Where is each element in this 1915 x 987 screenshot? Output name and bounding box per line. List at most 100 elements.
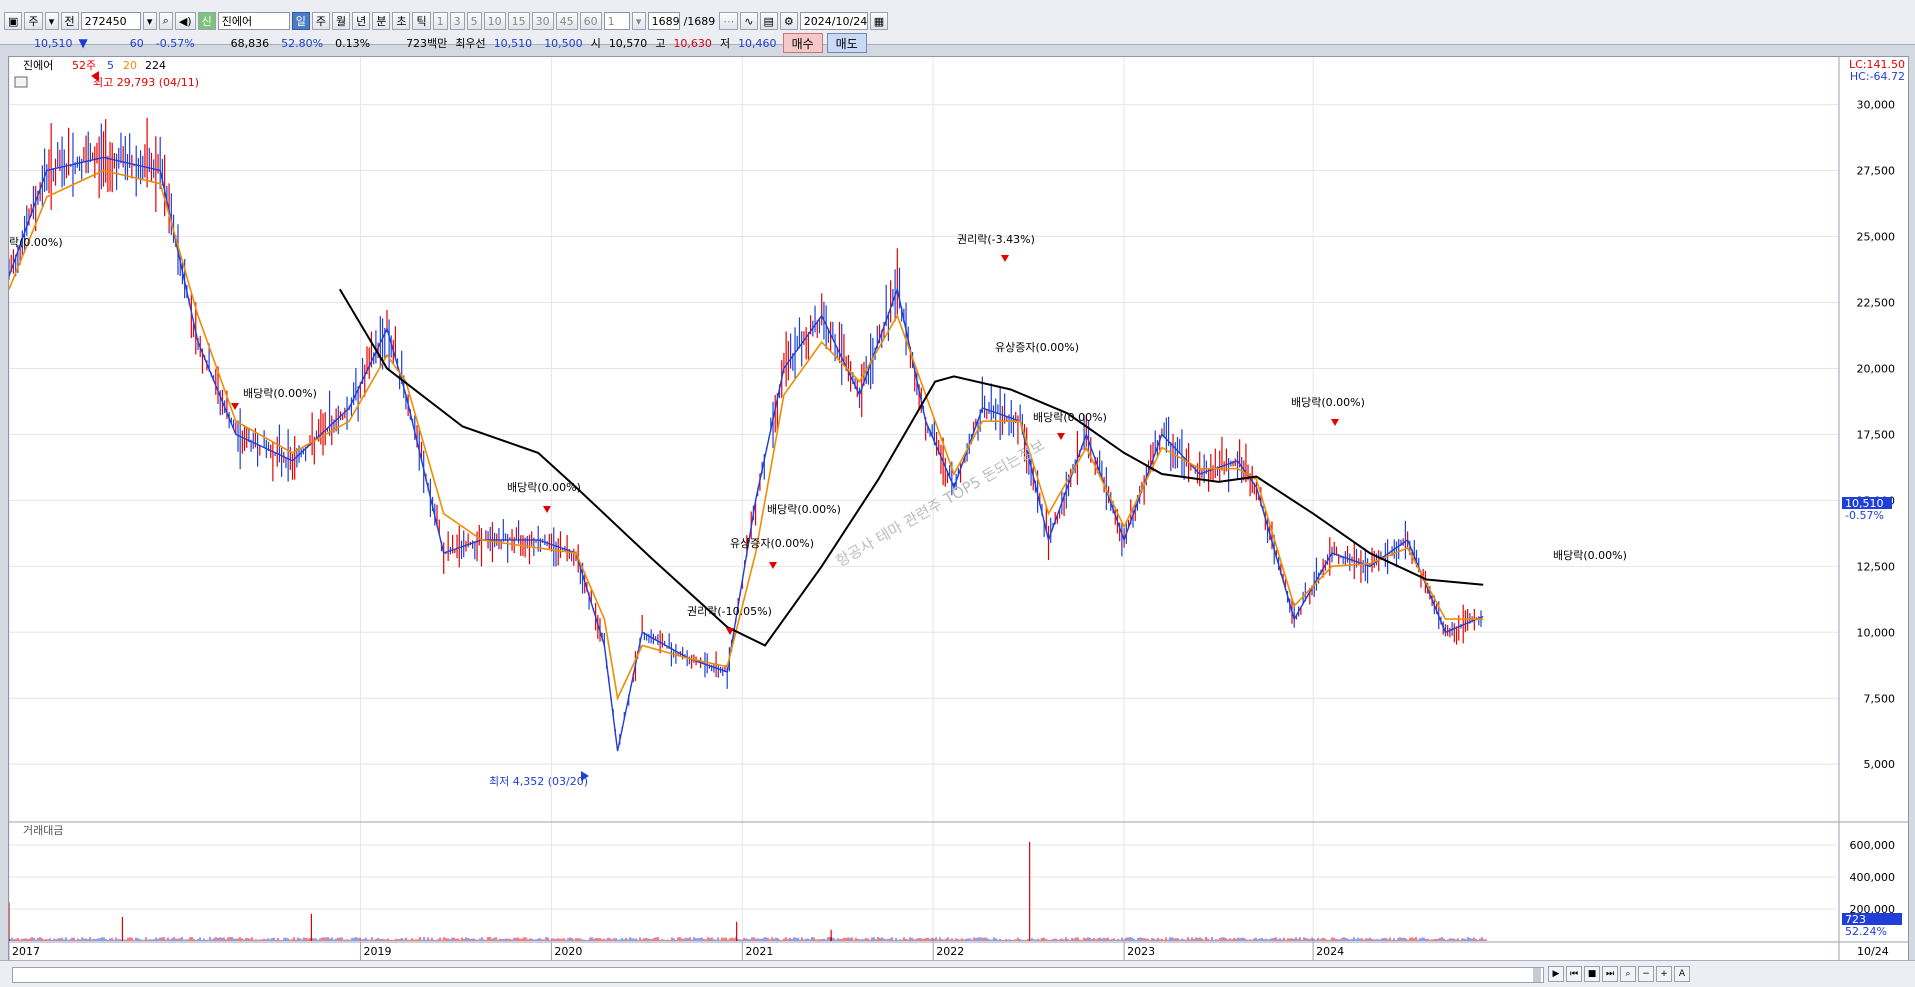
play-icon[interactable]: ▶: [1548, 966, 1564, 982]
volume-tick-label: 400,000: [1850, 871, 1896, 884]
price-axis: 30,00027,50025,00022,50020,00017,50015,0…: [1857, 99, 1896, 772]
y-tick-label: 10,000: [1857, 626, 1896, 639]
annotation-dividend-0: 락(0.00%): [9, 236, 63, 249]
annotations: 최고 29,793 (04/11) 최저 4,352 (03/20) 락(0.0…: [9, 71, 1627, 788]
interval-1[interactable]: 1: [432, 12, 448, 30]
best-label: 최우선: [455, 37, 486, 50]
amount: 723백만: [406, 37, 448, 50]
volume-tick-label: 600,000: [1850, 839, 1896, 852]
chevron-down-icon[interactable]: ▾: [142, 12, 157, 30]
new-badge: 신: [197, 12, 216, 30]
y-tick-label: 5,000: [1864, 758, 1896, 771]
interval-30[interactable]: 30: [531, 12, 554, 30]
legend-name: 진에어: [23, 59, 53, 72]
tab-month[interactable]: 월: [331, 12, 351, 30]
page-total: /1689: [683, 14, 716, 28]
tab-week[interactable]: 주: [311, 12, 330, 30]
zoom-icon[interactable]: ⌕: [1620, 966, 1636, 982]
interval-5[interactable]: 5: [466, 12, 482, 30]
volume-tick-label: 200,000: [1850, 903, 1896, 916]
best-bid: 10,500: [544, 36, 583, 50]
legend-ma224: 224: [145, 59, 166, 72]
sell-button[interactable]: 매도: [826, 33, 867, 53]
calendar-icon[interactable]: ▦: [869, 12, 889, 30]
volume-pct-label: 52.24%: [1845, 925, 1887, 938]
gear-icon[interactable]: ⚙: [779, 12, 798, 30]
dropdown-icon[interactable]: ▾: [44, 12, 59, 30]
tab-day[interactable]: 일: [291, 12, 310, 30]
bottom-scroll-bar: ▶ ⏮ ■ ⏭ ⌕ − + A: [0, 960, 1915, 987]
ma5-line: [8, 156, 1484, 752]
forward-icon[interactable]: ⏭: [1602, 966, 1618, 982]
buy-button[interactable]: 매수: [782, 33, 823, 53]
link-icon[interactable]: ⋯: [719, 12, 739, 30]
legend-52w: 52주: [72, 59, 96, 72]
time-axis: 2017 2019 2020 2021 2022 2023 2024: [8, 942, 1344, 961]
last-price-box: [1842, 497, 1892, 509]
speaker-icon[interactable]: ◀): [174, 12, 196, 30]
stop-icon[interactable]: ■: [1584, 966, 1600, 982]
legend-ma5: 5: [107, 59, 114, 72]
chart-area[interactable]: 진에어 52주 5 20 224 LC:141.50 HC:-64.72 항공사…: [8, 56, 1909, 962]
legend-ma20: 20: [123, 59, 137, 72]
date-input[interactable]: 2024/10/24: [799, 12, 868, 30]
toolbar-row-1: ▣ 주 ▾ 전 272450 ▾ ⌕ ◀) 신 진에어 일 주 월 년 분 초 …: [4, 10, 889, 32]
interval-3[interactable]: 3: [449, 12, 465, 30]
tab-year[interactable]: 년: [352, 12, 371, 30]
interval-60[interactable]: 60: [579, 12, 602, 30]
event-markers: [91, 71, 1339, 781]
y-tick-label: 17,500: [1857, 428, 1896, 441]
volume-ratio: 52.80%: [281, 36, 324, 50]
text-icon[interactable]: A: [1674, 966, 1690, 982]
count-dropdown-icon[interactable]: ▾: [631, 12, 646, 30]
tab-tick[interactable]: 틱: [412, 12, 431, 30]
lc-label: LC:141.50: [1849, 58, 1905, 71]
volume-bars: [8, 841, 1487, 941]
low-label: 저: [719, 37, 731, 50]
stock-name-field[interactable]: 진에어: [217, 12, 290, 30]
x-tick-label: 2020: [554, 945, 582, 958]
best-ask: 10,510: [493, 36, 533, 50]
save-icon[interactable]: ▤: [759, 12, 778, 30]
volume-last-label: 723: [1845, 913, 1866, 926]
horizontal-scrollbar[interactable]: [12, 967, 1544, 983]
annotation-dividend-5: 배당락(0.00%): [1291, 396, 1365, 409]
price: 10,510: [34, 36, 73, 50]
open-value: 10,570: [608, 36, 648, 50]
interval-10[interactable]: 10: [483, 12, 506, 30]
annotation-capital-2: 유상증자(0.00%): [995, 341, 1079, 354]
x-end-label: 10/24: [1857, 945, 1889, 958]
annotation-dividend-6: 배당락(0.00%): [1553, 549, 1627, 562]
change: 60: [129, 36, 144, 50]
page-count-input[interactable]: 1689: [647, 12, 680, 30]
trend-icon[interactable]: ∿: [740, 12, 758, 30]
volume-axis: 600,000 400,000 200,000: [9, 839, 1895, 916]
period-short-button[interactable]: 주: [24, 12, 43, 30]
stock-code-input[interactable]: 272450: [80, 12, 141, 30]
volume: 68,836: [230, 36, 270, 50]
price-grid: [9, 104, 1839, 765]
zoom-in-icon[interactable]: +: [1656, 966, 1672, 982]
scroll-thumb[interactable]: [1533, 968, 1541, 982]
annotation-rights-1: 권리락(-10.05%): [687, 605, 772, 618]
interval-45[interactable]: 45: [555, 12, 578, 30]
grid-toggle-icon[interactable]: [14, 76, 28, 88]
last-price-label: 10,510: [1845, 497, 1884, 510]
interval-15[interactable]: 15: [507, 12, 530, 30]
top-toolbar: ▣ 주 ▾ 전 272450 ▾ ⌕ ◀) 신 진에어 일 주 월 년 분 초 …: [0, 0, 1915, 45]
chart-svg[interactable]: 진에어 52주 5 20 224 LC:141.50 HC:-64.72 항공사…: [8, 57, 1908, 961]
change-pct: -0.57%: [155, 36, 195, 50]
tab-second[interactable]: 초: [392, 12, 411, 30]
window-icon[interactable]: ▣: [4, 12, 23, 30]
annotation-rights-2: 권리락(-3.43%): [957, 233, 1035, 246]
prev-button[interactable]: 전: [60, 12, 79, 30]
rewind-icon[interactable]: ⏮: [1566, 966, 1582, 982]
zoom-out-icon[interactable]: −: [1638, 966, 1654, 982]
search-icon[interactable]: ⌕: [158, 12, 173, 30]
low-value: 10,460: [738, 36, 777, 50]
annotation-capital-1: 유상증자(0.00%): [730, 537, 814, 550]
annotation-dividend-1: 배당락(0.00%): [243, 387, 317, 400]
count-input[interactable]: 1: [603, 12, 630, 30]
tab-minute[interactable]: 분: [372, 12, 391, 30]
time-grid: [8, 57, 1314, 942]
